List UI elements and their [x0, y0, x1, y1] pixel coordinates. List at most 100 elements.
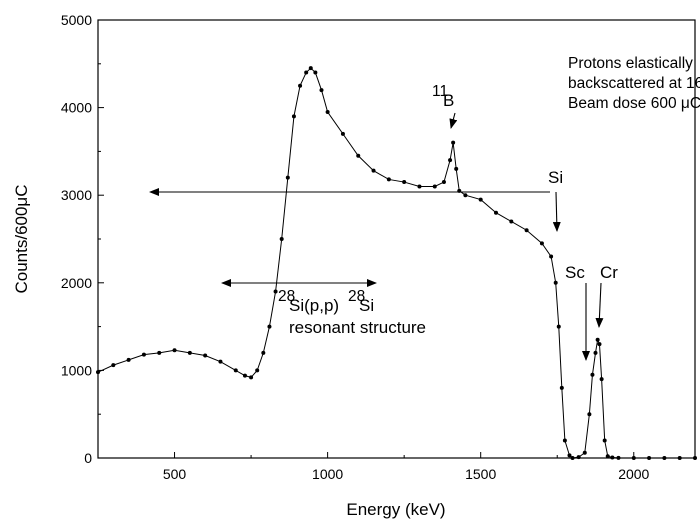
data-point	[157, 350, 162, 355]
data-point	[233, 368, 238, 373]
data-point	[325, 109, 330, 114]
svg-text:Beam dose 600 μC: Beam dose 600 μC	[568, 95, 700, 112]
data-point	[319, 88, 324, 93]
x-tick-label: 1000	[312, 466, 343, 482]
data-point	[249, 375, 254, 380]
data-point	[111, 363, 116, 368]
data-point	[647, 456, 652, 460]
annotation-sc: Sc	[565, 263, 590, 361]
svg-text:Sc: Sc	[565, 263, 585, 282]
x-tick-label: 500	[163, 466, 187, 482]
svg-text:resonant structure: resonant structure	[289, 318, 426, 337]
data-point	[313, 70, 318, 75]
data-point	[141, 352, 146, 357]
data-point	[441, 180, 446, 185]
data-point	[593, 350, 598, 355]
annotation-resonance: 28 Si(p,p) 28 Si resonant structure	[221, 279, 426, 337]
data-point	[597, 342, 602, 347]
data-point	[291, 114, 296, 119]
data-point	[693, 456, 697, 460]
data-point	[494, 210, 498, 215]
data-point	[340, 131, 345, 136]
annotation-si-range: Si	[149, 168, 563, 232]
svg-text:Si(p,p): Si(p,p)	[289, 296, 339, 315]
data-point	[285, 175, 290, 180]
data-series	[96, 66, 697, 460]
data-point	[595, 337, 600, 342]
data-point	[556, 324, 561, 329]
data-point	[570, 456, 575, 460]
annotation-cr: Cr	[595, 263, 618, 328]
data-point	[308, 66, 313, 71]
svg-text:Cr: Cr	[600, 263, 618, 282]
data-point	[610, 455, 615, 460]
data-point	[187, 350, 192, 355]
data-point	[587, 412, 592, 417]
y-tick-label: 5000	[61, 12, 92, 28]
data-point	[255, 368, 260, 373]
data-point	[559, 385, 564, 390]
data-point	[203, 353, 208, 358]
data-point	[242, 373, 247, 378]
data-point	[402, 180, 407, 185]
data-point	[567, 453, 572, 458]
y-axis: 0 1000 2000 3000 4000 5000	[61, 12, 104, 466]
svg-text:28: 28	[278, 288, 295, 305]
data-point	[590, 372, 595, 377]
y-tick-label: 1000	[61, 362, 92, 378]
data-point	[448, 158, 453, 163]
y-axis-label: Counts/600μC	[12, 184, 31, 293]
svg-text:11: 11	[432, 83, 448, 100]
y-tick-label: 4000	[61, 100, 92, 116]
data-point	[279, 237, 284, 241]
data-point	[509, 219, 514, 224]
svg-text:B: B	[443, 91, 454, 110]
data-point	[304, 70, 309, 75]
data-point	[677, 456, 682, 460]
data-point	[478, 197, 483, 202]
data-point	[454, 166, 459, 171]
y-tick-label: 0	[84, 450, 92, 466]
svg-text:Si: Si	[359, 296, 374, 315]
data-point	[605, 454, 610, 459]
data-point	[371, 168, 376, 173]
data-point	[602, 438, 607, 443]
data-point	[582, 450, 587, 455]
y-tick-label: 3000	[61, 187, 92, 203]
data-point	[539, 241, 544, 246]
data-point	[96, 370, 100, 375]
data-point	[218, 359, 223, 364]
svg-text:28: 28	[348, 288, 365, 305]
data-point	[298, 83, 303, 88]
data-point	[524, 228, 529, 233]
data-point	[631, 456, 636, 460]
data-point	[463, 193, 468, 198]
x-tick-label: 2000	[618, 466, 649, 482]
data-point	[386, 177, 391, 182]
x-axis-label: Energy (keV)	[346, 500, 445, 519]
data-point	[576, 455, 581, 460]
svg-text:Protons elastically: Protons elastically	[568, 55, 693, 72]
svg-text:backscattered at 165°: backscattered at 165°	[568, 75, 700, 92]
data-point	[261, 350, 266, 355]
y-tick-label: 2000	[61, 275, 92, 291]
data-point	[451, 140, 456, 145]
data-point	[562, 438, 567, 443]
data-point	[356, 153, 361, 158]
data-point	[267, 324, 272, 329]
annotation-boron: 11 B	[432, 83, 458, 129]
x-axis: 500 1000 1500 2000	[97, 452, 650, 482]
data-point	[662, 456, 667, 460]
data-point	[172, 348, 177, 353]
data-point	[616, 455, 621, 460]
x-tick-label: 1500	[465, 466, 496, 482]
annotation-protons: Protons elastically backscattered at 165…	[568, 55, 700, 112]
data-point	[273, 289, 278, 294]
data-point	[553, 280, 558, 285]
data-point	[549, 254, 554, 259]
data-point	[599, 377, 604, 382]
svg-text:Si: Si	[548, 168, 563, 187]
data-point	[432, 184, 437, 189]
data-point	[126, 357, 131, 362]
